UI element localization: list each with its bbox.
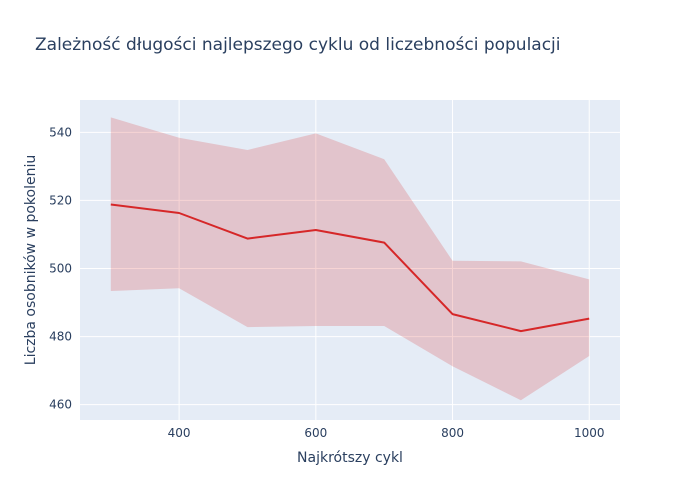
x-tick-label: 800 (441, 426, 464, 440)
x-axis-title: Najkrótszy cykl (297, 450, 403, 466)
tick-labels: 400 600 800 1000 460 480 500 520 540 (49, 125, 604, 440)
y-tick-label: 460 (49, 398, 72, 412)
x-tick-label: 1000 (574, 426, 605, 440)
y-tick-label: 500 (49, 262, 72, 276)
y-axis-title: Liczba osobników w pokoleniu (23, 155, 39, 365)
chart-title: Zależność długości najlepszego cyklu od … (35, 35, 561, 55)
y-tick-label: 540 (49, 125, 72, 139)
plot-area (80, 100, 620, 420)
x-tick-label: 600 (304, 426, 327, 440)
y-tick-label: 520 (49, 193, 72, 207)
grid (80, 100, 620, 420)
series-line (110, 203, 590, 333)
confidence-band (110, 117, 590, 401)
x-tick-label: 400 (168, 426, 191, 440)
y-tick-label: 480 (49, 330, 72, 344)
